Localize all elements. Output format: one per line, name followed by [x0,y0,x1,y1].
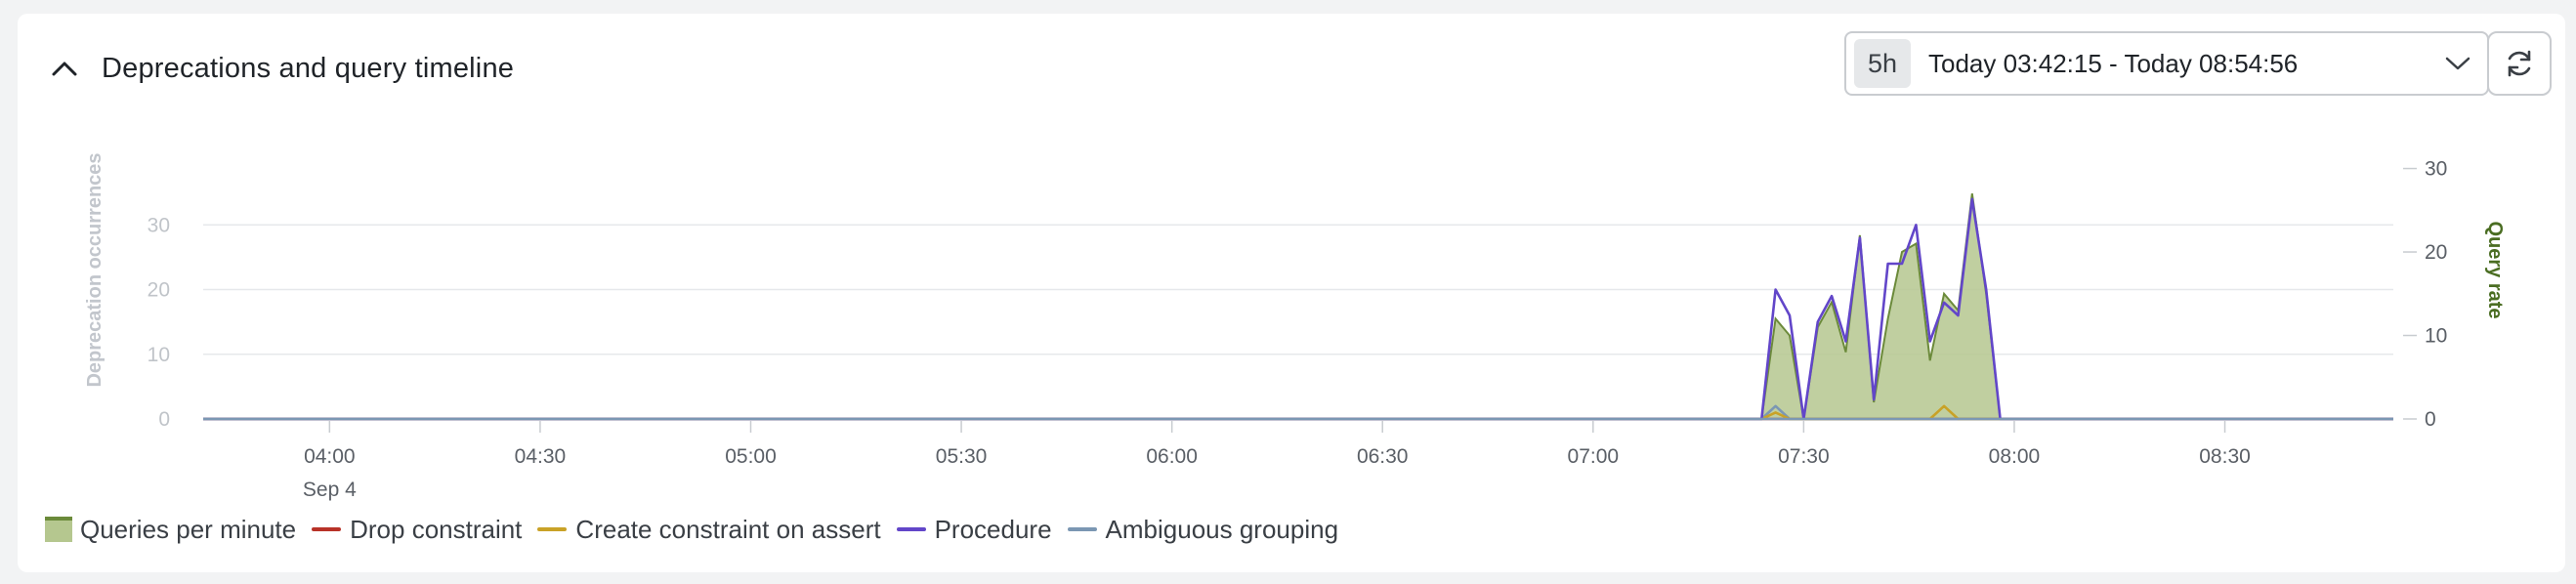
y-tick-label: 20 [148,279,170,302]
legend-swatch [896,527,926,531]
y2-tick-label: 0 [2425,408,2436,431]
chart-legend: Queries per minute Drop constraint Create … [45,510,1354,549]
x-date-label: Sep 4 [303,479,357,501]
refresh-icon [2508,50,2531,77]
x-tick-label: 04:00 [304,445,356,468]
panel-header: Deprecations and query timeline 5h Today… [18,14,2565,111]
x-tick-label: 05:00 [725,445,777,468]
x-tick-label: 05:30 [936,445,988,468]
x-tick-label: 06:30 [1357,445,1409,468]
range-text: Today 03:42:15 - Today 08:54:56 [1928,48,2299,78]
x-tick-label: 08:00 [1989,445,2041,468]
x-tick-label: 07:30 [1778,445,1830,468]
y2-tick-label: 10 [2425,325,2447,348]
refresh-button[interactable] [2487,31,2552,96]
legend-item-create-constraint-on-assert[interactable]: Create constraint on assert [537,514,881,545]
legend-label: Procedure [934,514,1052,544]
legend-label: Create constraint on assert [575,514,881,544]
legend-item-procedure[interactable]: Procedure [896,514,1052,545]
range-duration-badge: 5h [1854,39,1911,88]
timeline-chart[interactable]: 0 10 20 30 0 10 20 30 Deprecation occurrences Que… [18,14,2565,502]
legend-item-queries-per-minute[interactable]: Queries per minute [45,515,296,545]
y2-tick-label: 20 [2425,241,2447,264]
x-tick-label: 04:30 [515,445,567,468]
series-line-procedure [203,197,2393,421]
y-axis-title: Deprecation occurrences [84,152,106,387]
legend-swatch [537,527,568,531]
y2-tick-label: 30 [2425,158,2447,181]
series-line-ambiguous-grouping [203,404,2393,421]
collapse-button[interactable] [45,49,84,88]
deprecations-panel: Deprecations and query timeline 5h Today… [18,14,2565,572]
y2-axis-title: Query rate [2484,221,2506,318]
legend-swatch [45,517,72,542]
legend-label: Ambiguous grouping [1105,514,1339,544]
series-area-queries-per-minute [203,193,2393,420]
legend-item-drop-constraint[interactable]: Drop constraint [312,515,522,545]
y-tick-label: 0 [158,408,170,431]
y-tick-label: 30 [148,214,170,236]
y-tick-label: 10 [148,344,170,366]
legend-swatch [1067,527,1097,531]
chevron-up-icon [52,62,77,76]
chevron-down-icon[interactable] [2428,44,2487,83]
series-line-create-constraint-on-assert [203,404,2393,421]
panel-title: Deprecations and query timeline [102,53,515,84]
x-tick-label: 08:30 [2199,445,2251,468]
legend-label: Queries per minute [80,514,297,544]
x-tick-label: 06:00 [1146,445,1198,468]
legend-item-ambiguous-grouping[interactable]: Ambiguous grouping [1067,514,1339,545]
time-range-picker[interactable]: 5h Today 03:42:15 - Today 08:54:56 [1844,31,2489,96]
legend-swatch [312,527,342,531]
legend-label: Drop constraint [350,514,523,544]
x-tick-label: 07:00 [1568,445,1620,468]
